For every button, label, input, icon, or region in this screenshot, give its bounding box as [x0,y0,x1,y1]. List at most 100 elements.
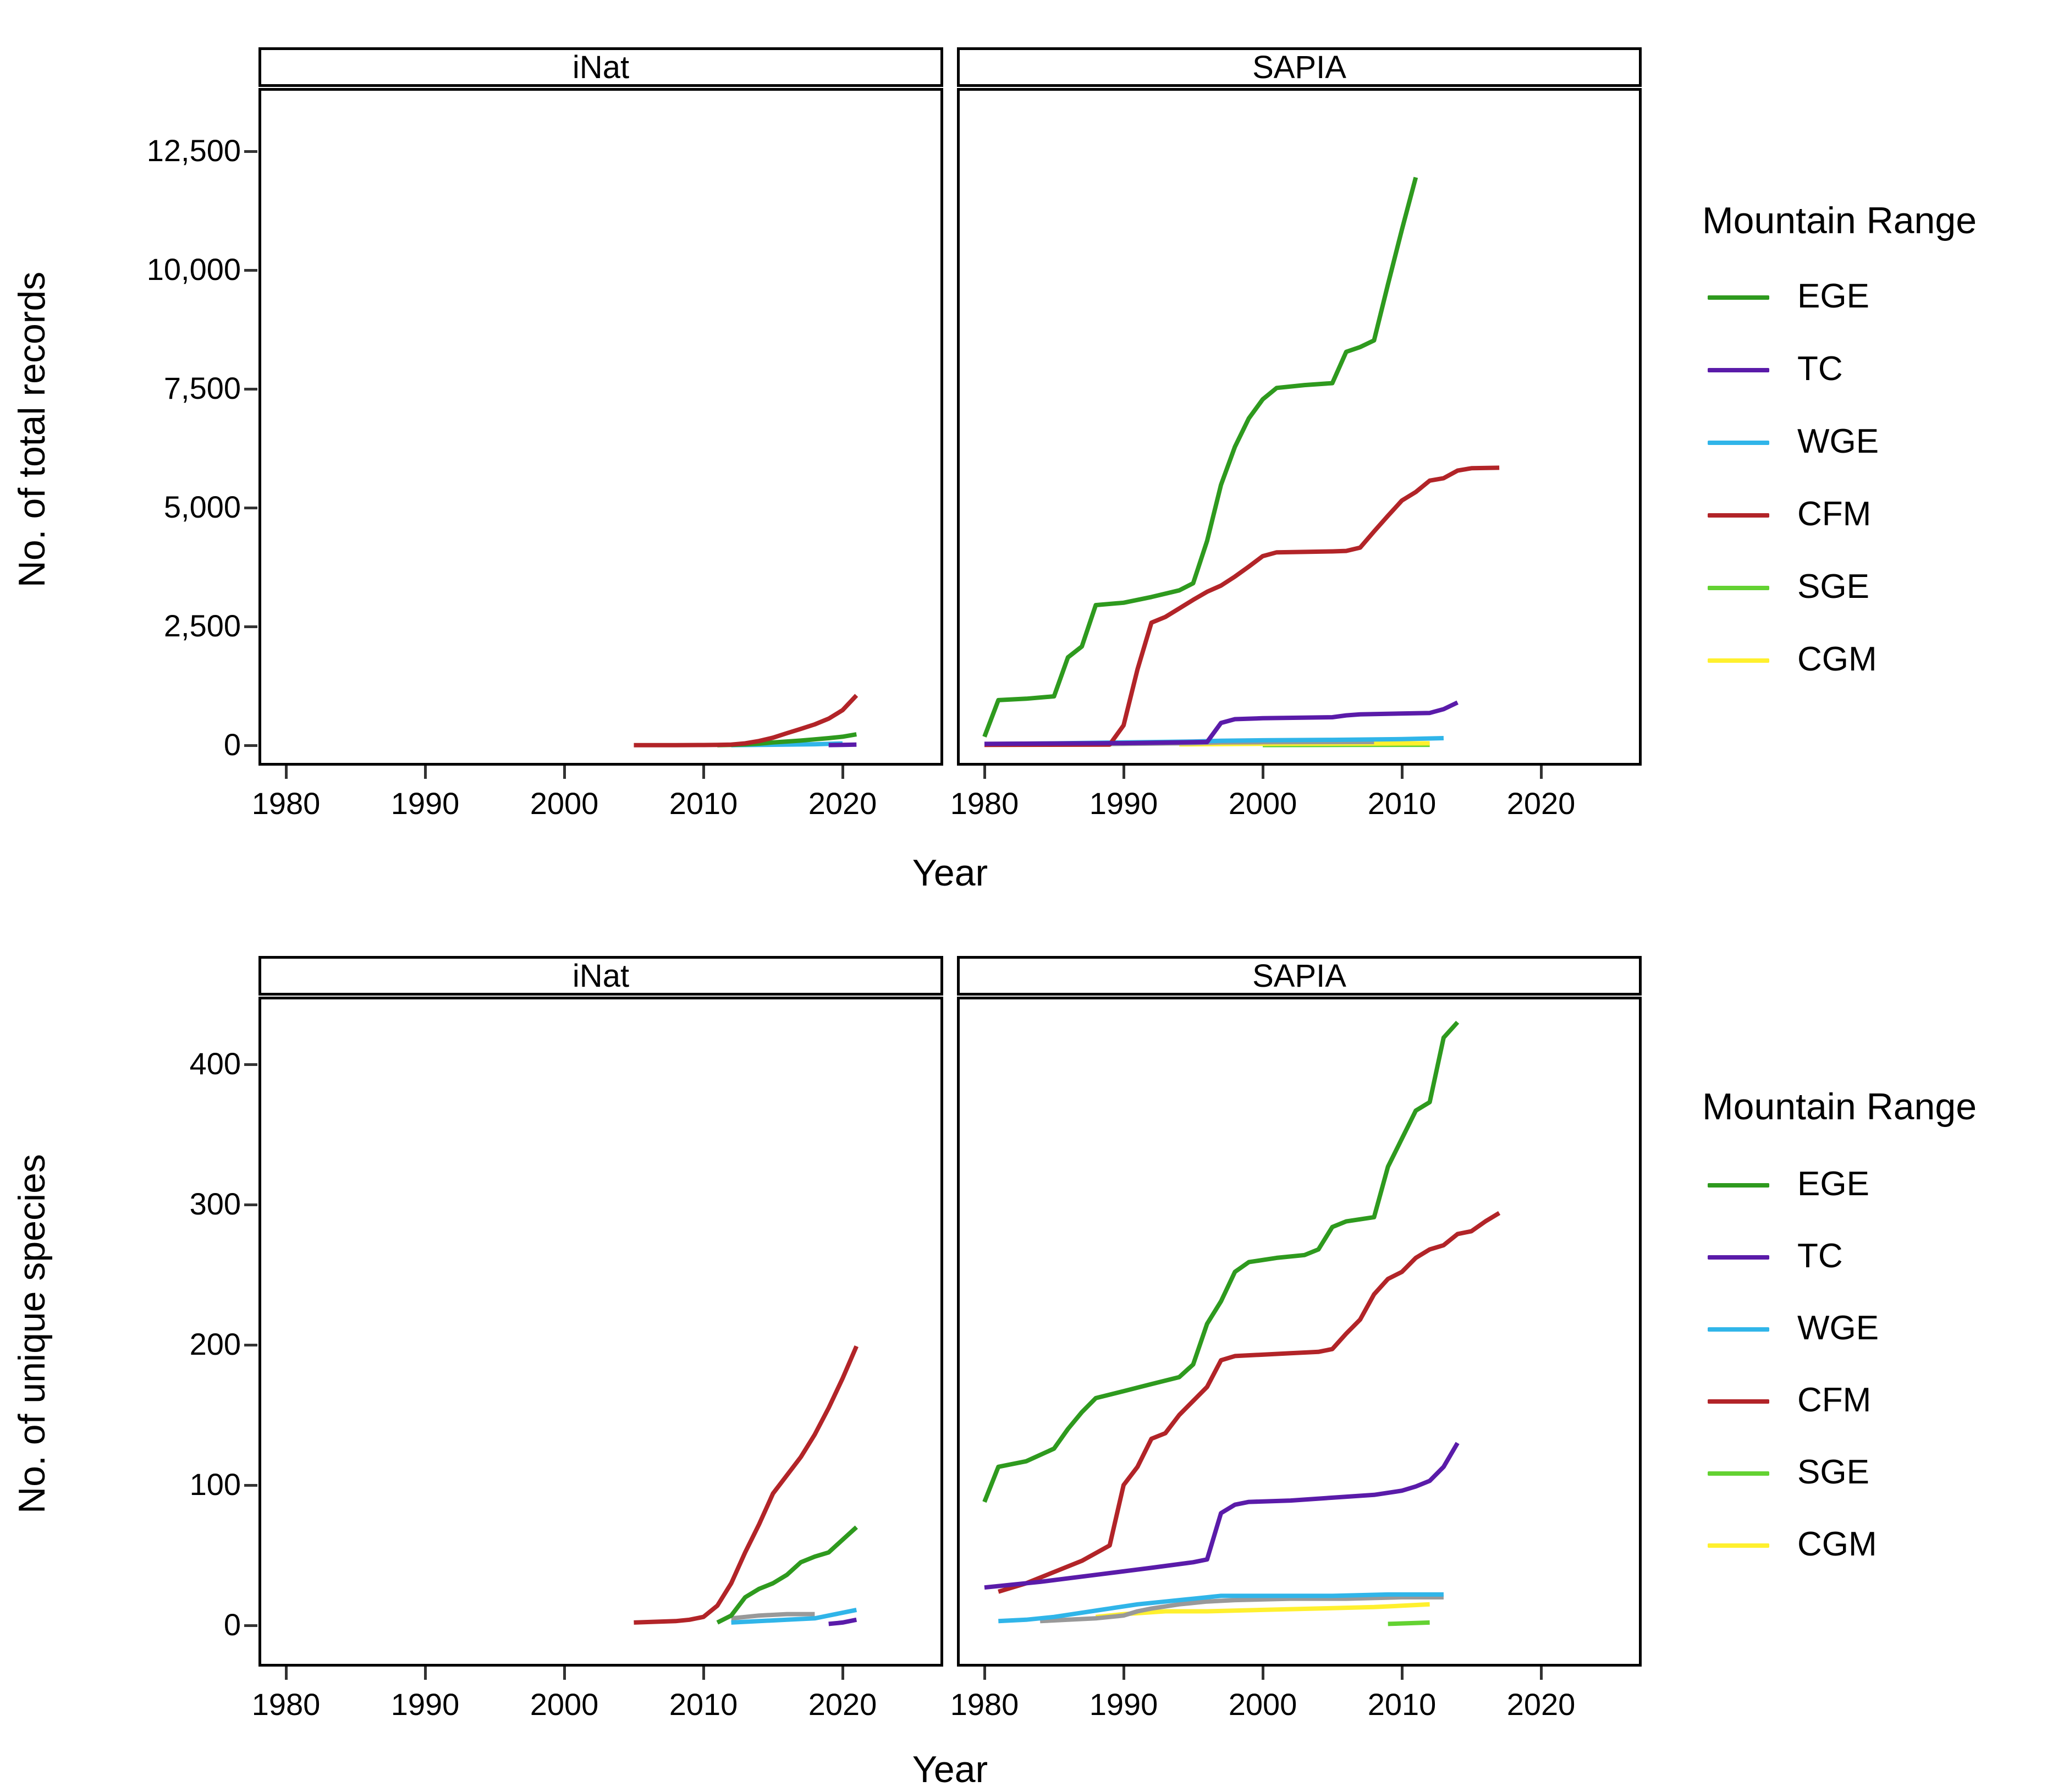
line-series-cfm [634,694,859,747]
y-axis-tick [244,150,257,153]
line-series-na [731,1612,815,1621]
x-axis-tick [1539,766,1543,779]
x-axis-tick [841,766,844,779]
legend-label-tc: TC [1797,1237,1843,1275]
legend-label-cfm: CFM [1797,1381,1872,1419]
x-axis-tick [284,766,288,779]
x-tick-label: 2000 [530,1687,599,1722]
legend-label-cgm: CGM [1797,640,1877,678]
x-tick-label: 2010 [1367,1687,1437,1722]
panel-sapia-total-records [957,88,1642,766]
facet-strip-sapia-species: SAPIA [957,956,1642,996]
x-tick-label: 1990 [390,1687,460,1722]
x-tick-label: 2020 [1506,1687,1576,1722]
facet-strip-label: iNat [572,49,630,85]
line-series-wge [731,1607,857,1625]
line-series-na [1040,1595,1444,1624]
legend-key-line-cfm [1708,1399,1769,1404]
x-tick-label: 2010 [1367,786,1437,821]
x-axis-tick [1539,1667,1543,1680]
x-tick-label: 1990 [390,786,460,821]
x-axis-tick [284,1667,288,1680]
panel-inat-total-records [258,88,943,766]
line-series-cfm [984,465,1500,747]
y-axis-title-unique-species: No. of unique species [11,1154,53,1514]
y-axis-tick [244,1343,257,1346]
x-axis-tick [423,766,427,779]
x-axis-tick [841,1667,844,1680]
x-axis-tick [1122,766,1125,779]
y-tick-label: 200 [189,1327,241,1361]
legend-label-ege: EGE [1797,277,1869,315]
facet-strip-label: SAPIA [1252,49,1346,85]
plot-area-iNat [634,1345,859,1626]
y-axis-tick [244,744,257,747]
plot-area-SAPIA [982,177,1500,747]
y-axis-tick [244,1063,257,1066]
line-series-cfm [634,1345,859,1625]
facet-strip-sapia-records: SAPIA [957,47,1642,87]
x-axis-tick [983,766,986,779]
x-tick-label: 1980 [950,786,1019,821]
x-tick-label: 1990 [1089,1687,1158,1722]
x-axis-tick [1400,766,1404,779]
x-axis-tick [1400,1667,1404,1680]
line-series-wge [998,1592,1444,1624]
x-axis-tick [702,766,705,779]
x-tick-label: 2020 [808,786,877,821]
legend-label-tc: TC [1797,350,1843,388]
line-series-tc [828,1617,857,1626]
panel-sapia-unique-species [957,997,1642,1667]
legend-key-line-cgm [1708,658,1769,663]
legend-label-sge: SGE [1797,568,1869,606]
facet-strip-label: iNat [572,958,630,994]
x-axis-title-year-bottom: Year [912,1749,988,1790]
y-tick-label: 300 [189,1186,241,1221]
x-tick-label: 2020 [1506,786,1576,821]
legend-label-wge: WGE [1797,422,1879,460]
legend-title-top: Mountain Range [1702,200,1977,241]
y-tick-label: 12,500 [146,133,241,168]
x-axis-tick [1261,1667,1264,1680]
x-axis-tick [1122,1667,1125,1680]
legend-key-line-ege [1708,295,1769,300]
line-series-ege [982,1020,1460,1503]
legend-key-line-sge [1708,586,1769,590]
legend-label-ege: EGE [1797,1165,1869,1203]
line-series-ege [716,1525,858,1625]
y-tick-label: 0 [223,727,241,762]
y-axis-tick [244,1624,257,1627]
plot-area-iNat [634,694,859,747]
legend-key-line-ege [1708,1183,1769,1188]
legend-label-cfm: CFM [1797,495,1872,533]
y-tick-label: 100 [189,1467,241,1502]
facet-strip-inat-species: iNat [258,956,943,996]
y-axis-tick [244,625,257,628]
x-tick-label: 2000 [1228,1687,1297,1722]
legend-key-line-sge [1708,1471,1769,1476]
x-tick-label: 1990 [1089,786,1158,821]
x-tick-label: 1980 [251,1687,321,1722]
x-tick-label: 1980 [251,786,321,821]
legend-label-wge: WGE [1797,1309,1879,1347]
x-axis-tick [563,1667,566,1680]
x-axis-title-year-top: Year [912,852,988,894]
y-tick-label: 0 [223,1607,241,1642]
y-axis-title-total-records: No. of total records [11,271,53,588]
x-axis-tick [702,1667,705,1680]
line-series-tc [984,1442,1460,1590]
x-tick-label: 2010 [669,1687,738,1722]
y-tick-label: 2,500 [163,608,241,643]
legend-key-line-cgm [1708,1543,1769,1548]
legend-key-line-wge [1708,1327,1769,1332]
legend-title-bottom: Mountain Range [1702,1086,1977,1128]
x-tick-label: 2000 [530,786,599,821]
line-series-sge [1388,1620,1430,1626]
x-axis-tick [983,1667,986,1680]
facet-strip-label: SAPIA [1252,958,1346,994]
plot-area-SAPIA [982,1020,1501,1626]
y-tick-label: 10,000 [146,252,241,287]
legend-key-line-cfm [1708,513,1769,518]
y-axis-tick [244,387,257,391]
y-tick-label: 400 [189,1046,241,1081]
